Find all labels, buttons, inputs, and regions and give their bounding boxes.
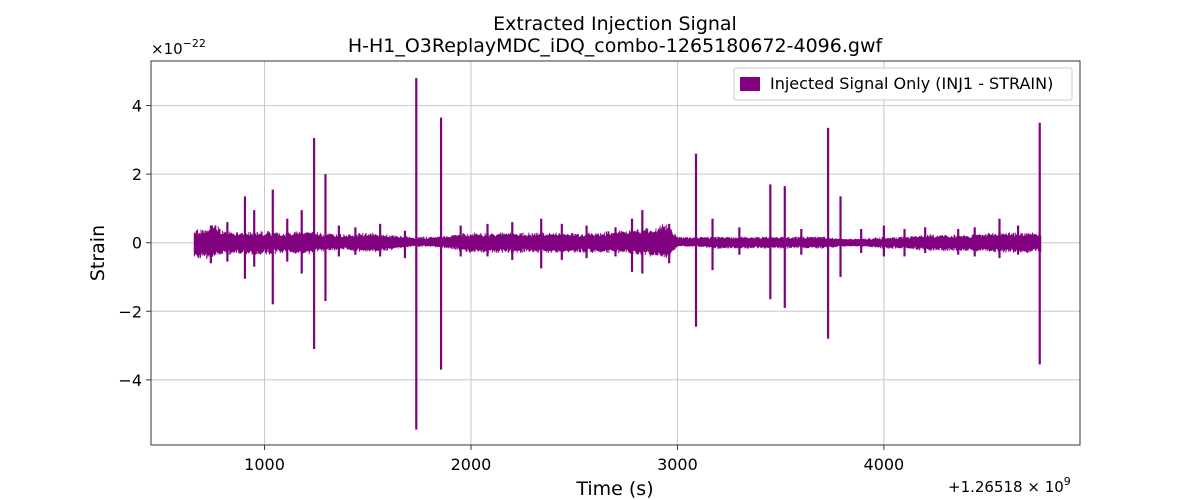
legend-label: Injected Signal Only (INJ1 - STRAIN) bbox=[770, 74, 1053, 93]
x-tick-label: 1000 bbox=[244, 455, 285, 474]
x-offset-label: +1.26518 × 109 bbox=[948, 475, 1071, 496]
y-tick-label: −2 bbox=[118, 302, 142, 321]
x-axis-label: Time (s) bbox=[575, 478, 653, 500]
series-injected-signal bbox=[193, 78, 1042, 430]
plot-frame bbox=[150, 60, 1081, 446]
plot-area bbox=[193, 78, 1042, 430]
legend-swatch bbox=[740, 77, 760, 91]
legend-box bbox=[733, 67, 1073, 101]
y-axis-label: Strain bbox=[87, 225, 109, 281]
y-tick-label: 4 bbox=[132, 97, 142, 116]
chart-title: Extracted Injection Signal bbox=[493, 13, 737, 35]
chart-subtitle: H-H1_O3ReplayMDC_iDQ_combo-1265180672-40… bbox=[348, 35, 884, 57]
axis-ticks: 1000 2000 3000 4000 −4 −2 0 2 4 bbox=[118, 97, 904, 474]
y-tick-label: 0 bbox=[132, 234, 142, 253]
y-tick-label: −4 bbox=[118, 371, 142, 390]
x-tick-label: 3000 bbox=[657, 455, 698, 474]
y-tick-label: 2 bbox=[132, 165, 142, 184]
legend: Injected Signal Only (INJ1 - STRAIN) bbox=[733, 67, 1073, 101]
x-tick-label: 2000 bbox=[451, 455, 492, 474]
x-tick-label: 4000 bbox=[864, 455, 905, 474]
y-scale-label: ×10−22 bbox=[151, 37, 206, 58]
